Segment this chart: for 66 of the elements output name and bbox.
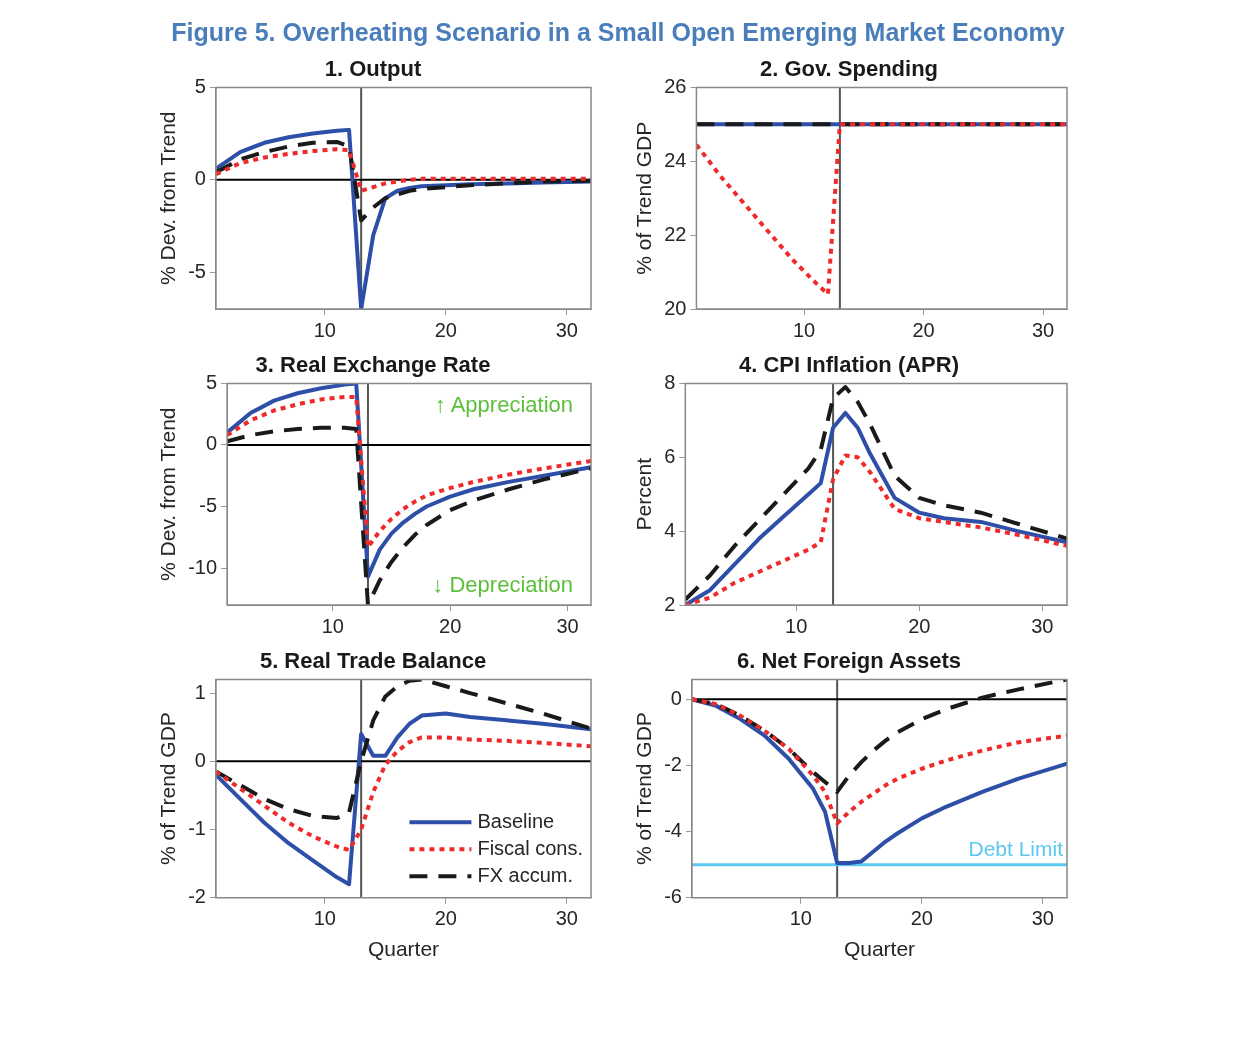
- y-tick-label: -10: [188, 555, 218, 578]
- x-tick-label: 10: [789, 907, 812, 930]
- y-axis-title: Percent: [632, 457, 656, 531]
- y-tick-label: 26: [664, 74, 687, 97]
- x-tick-label: 20: [908, 614, 931, 637]
- chart-title: 2. Gov. Spending: [759, 56, 939, 82]
- y-axis-title: % of Trend GDP: [632, 712, 656, 866]
- text: Figure 5. Overheating Scenario in a Small Open Emerging Market Economy: [170, 17, 1066, 48]
- line-series: [215, 139, 591, 223]
- y-axis-title: % Dev. from Trend: [156, 407, 180, 581]
- x-tick-label: 20: [912, 318, 935, 341]
- y-tick-label: -6: [664, 885, 682, 908]
- x-tick-label: 10: [785, 614, 808, 637]
- y-axis-title: % of Trend GDP: [156, 712, 180, 866]
- x-tick-label: 20: [439, 614, 462, 637]
- y-tick-label: 0: [194, 167, 206, 190]
- y-tick-label: 2: [664, 592, 676, 615]
- y-tick-label: 1: [194, 680, 206, 703]
- y-tick-label: 6: [664, 444, 676, 467]
- y-tick-label: 0: [205, 432, 218, 455]
- x-tick-label: 10: [321, 614, 344, 637]
- chart-title: 3. Real Exchange Rate: [255, 352, 491, 378]
- chart-title: 5. Real Trade Balance: [259, 648, 487, 674]
- x-tick-label: 10: [313, 318, 336, 341]
- x-tick-label: 30: [1031, 907, 1054, 930]
- x-tick-label: 10: [792, 318, 816, 341]
- legend-label: Fiscal cons.: [477, 836, 584, 859]
- x-axis-title: Quarter: [367, 937, 440, 961]
- y-tick-label: 5: [194, 74, 206, 97]
- line-series: [215, 735, 591, 853]
- y-tick-label: 5: [205, 370, 218, 393]
- y-tick-label: 4: [664, 518, 676, 541]
- x-tick-label: 20: [434, 907, 457, 930]
- annotation: ↓ Depreciation: [432, 572, 573, 598]
- legend-label: Baseline: [477, 809, 555, 832]
- y-tick-label: 24: [664, 148, 687, 171]
- x-tick-label: 30: [555, 318, 578, 341]
- y-axis-title: % Dev. from Trend: [156, 111, 180, 285]
- y-tick-label: 0: [194, 748, 206, 771]
- x-tick-label: 20: [434, 318, 457, 341]
- y-tick-label: 22: [664, 222, 687, 245]
- chart-title: 4. CPI Inflation (APR): [739, 352, 959, 378]
- y-tick-label: -5: [188, 259, 206, 282]
- y-tick-label: -5: [199, 494, 218, 517]
- annotation: ↑ Appreciation: [434, 392, 573, 418]
- line-series: [685, 453, 1067, 605]
- y-axis-title: % of Trend GDP: [632, 121, 656, 275]
- legend-label: FX accum.: [477, 863, 573, 886]
- y-tick-label: -1: [188, 817, 206, 840]
- x-tick-label: 30: [556, 614, 579, 637]
- y-tick-label: -2: [664, 752, 682, 775]
- line-series: [696, 122, 1067, 297]
- x-tick-label: 10: [313, 907, 336, 930]
- x-tick-label: 20: [910, 907, 933, 930]
- chart-title: 1. Output: [324, 56, 422, 82]
- ref-line-label: Debt Limit: [968, 837, 1064, 861]
- x-tick-label: 30: [555, 907, 578, 930]
- y-tick-label: 8: [664, 370, 676, 393]
- y-tick-label: 0: [670, 686, 682, 709]
- y-tick-label: 20: [664, 296, 687, 319]
- x-tick-label: 30: [1031, 614, 1054, 637]
- x-tick-label: 30: [1031, 318, 1055, 341]
- x-axis-title: Quarter: [843, 937, 916, 961]
- y-tick-label: -2: [188, 885, 206, 908]
- chart-title: 6. Net Foreign Assets: [736, 648, 962, 674]
- y-tick-label: -4: [664, 819, 682, 842]
